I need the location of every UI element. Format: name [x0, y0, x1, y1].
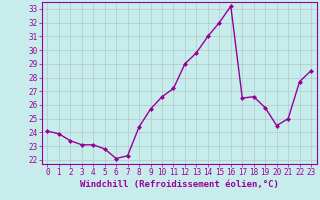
- X-axis label: Windchill (Refroidissement éolien,°C): Windchill (Refroidissement éolien,°C): [80, 180, 279, 189]
